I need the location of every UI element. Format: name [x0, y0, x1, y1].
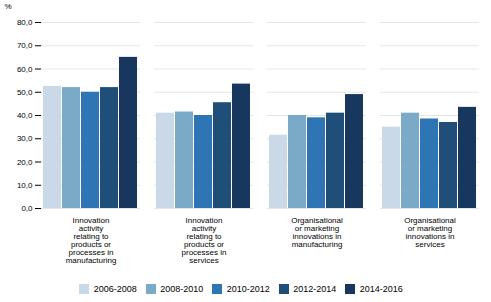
svg-text:30,0: 30,0: [17, 134, 33, 143]
svg-text:Organisationalor marketinginno: Organisationalor marketinginnovations in…: [291, 216, 343, 249]
svg-text:Innovationactivityrelating top: Innovationactivityrelating toproducts or…: [66, 216, 117, 265]
html-text:2008-2010: 2008-2010: [160, 283, 204, 294]
svg-text:40,0: 40,0: [17, 111, 33, 120]
html-text:2006-2008: 2006-2008: [93, 283, 137, 294]
svg-text:80,0: 80,0: [17, 18, 33, 27]
svg-text:20,0: 20,0: [17, 158, 33, 167]
html-text:2014-2016: 2014-2016: [359, 283, 403, 294]
html-text:2010-2012: 2010-2012: [226, 283, 270, 294]
html-text:2012-2014: 2012-2014: [293, 283, 337, 294]
svg-text:Innovationactivityrelating top: Innovationactivityrelating toproducts or…: [182, 216, 227, 265]
svg-text:0,0: 0,0: [21, 204, 33, 213]
svg-text:60,0: 60,0: [17, 65, 33, 74]
svg-text:10,0: 10,0: [17, 181, 33, 190]
svg-text:70,0: 70,0: [17, 41, 33, 50]
svg-text:Organisationalor marketinginno: Organisationalor marketinginnovations in…: [404, 216, 456, 249]
svg-text:50,0: 50,0: [17, 88, 33, 97]
svg-text:%: %: [5, 2, 12, 11]
